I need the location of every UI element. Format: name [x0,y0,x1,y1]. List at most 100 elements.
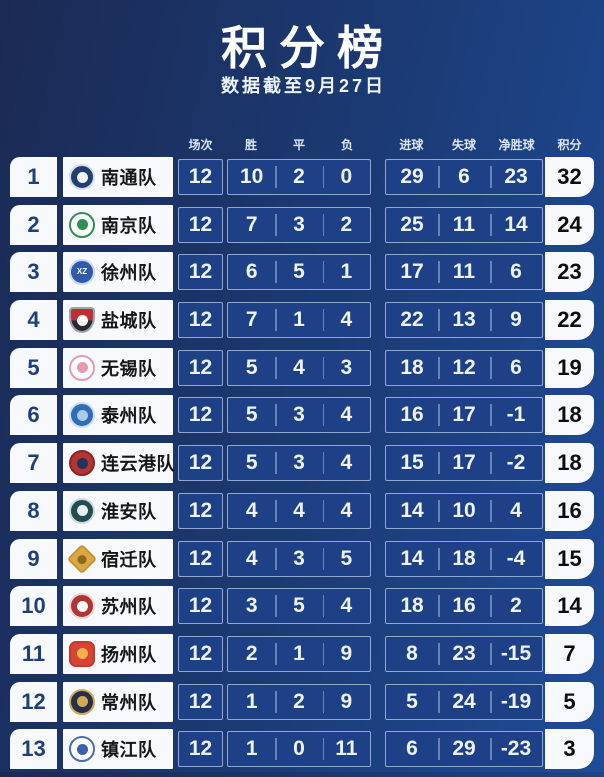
losses-value: 3 [340,355,353,379]
win-draw-loss-group: 5 3 4 [227,397,371,434]
col-header-points: 积分 [557,138,582,152]
rank-badge: 13 [10,729,57,770]
draws-cell: 3 [275,446,322,480]
team-name: 南通队 [101,168,157,188]
column-headers: 场次 胜 平 负 进球 失球 净胜球 积分 [0,136,604,153]
goals-against-value: 17 [452,403,476,427]
goal-diff-cell: 4 [490,494,542,528]
rank-badge: 10 [10,586,57,627]
goal-diff-cell: 14 [490,208,542,242]
wins-cell: 2 [228,637,275,671]
win-draw-loss-group: 10 2 0 [227,159,371,195]
team-cell: 苏州队 [63,586,173,627]
team-name: 常州队 [101,692,157,713]
goals-group: 14 10 4 [385,492,543,529]
losses-value: 4 [340,594,353,618]
wins-cell: 4 [228,494,275,528]
wins-value: 7 [245,308,258,332]
goals-for-value: 6 [406,737,418,761]
draws-cell: 0 [275,732,322,766]
rank-badge: 5 [10,347,57,388]
draws-cell: 5 [275,589,322,623]
matches-played-cell: 12 [178,349,223,386]
losses-cell: 3 [322,351,370,385]
win-draw-loss-group: 5 3 4 [227,445,371,482]
goals-group: 15 17 -2 [385,445,543,482]
draws-value: 3 [293,451,305,475]
team-cell: 泰州队 [63,395,173,436]
points-badge: 14 [545,586,594,627]
rank-badge: 7 [10,443,57,484]
goals-group: 29 6 23 [385,159,543,195]
draws-cell: 3 [275,208,322,242]
table-row: 8 淮安队 12 4 4 4 14 10 4 16 [10,490,594,531]
rank-badge: 11 [10,633,57,674]
matches-played-cell: 12 [178,445,223,482]
team-cell: 南通队 [63,157,173,197]
goals-against-cell: 11 [438,255,490,289]
goals-for-cell: 25 [386,208,438,242]
losses-value: 5 [340,546,353,570]
losses-value: 0 [340,165,353,188]
losses-value: 4 [340,451,353,475]
draws-cell: 1 [275,303,322,337]
goals-group: 6 29 -23 [385,731,543,768]
goal-diff-value: 23 [504,165,528,188]
team-cell: 镇江队 [63,729,173,770]
goals-against-cell: 6 [438,160,490,194]
matches-played-cell: 12 [178,588,223,625]
goals-group: 8 23 -15 [385,635,543,672]
matches-played-value: 12 [188,308,213,332]
goals-for-value: 16 [400,403,424,427]
goals-against-value: 23 [452,641,476,665]
col-header-goals-for: 进球 [399,138,424,152]
losses-cell: 2 [322,208,370,242]
goals-against-value: 11 [452,260,476,284]
losses-value: 9 [340,689,353,713]
goals-group: 25 11 14 [385,206,543,243]
team-logo-mark [76,219,88,231]
goals-for-value: 5 [406,689,418,713]
points-badge: 32 [545,157,594,197]
team-logo-mark [76,362,88,374]
rank-badge: 9 [10,538,57,579]
goals-group: 18 16 2 [385,588,543,625]
team-logo-mark [76,505,88,517]
losses-cell: 9 [322,637,370,671]
wins-cell: 7 [228,208,275,242]
losses-cell: 4 [322,589,370,623]
team-name: 盐城队 [101,311,157,332]
goals-for-cell: 6 [386,732,438,766]
losses-value: 9 [340,641,353,665]
goal-diff-value: 6 [510,355,522,379]
matches-played-cell: 12 [178,540,223,577]
win-draw-loss-group: 4 3 5 [227,540,371,577]
matches-played-cell: 12 [178,683,223,720]
draws-value: 3 [293,212,305,236]
draws-value: 3 [293,403,305,427]
goals-for-cell: 17 [386,255,438,289]
team-cell: 淮安队 [63,490,173,531]
losses-cell: 4 [322,303,370,337]
col-header-wins: 胜 [244,138,257,152]
wins-value: 5 [245,403,258,427]
goals-against-cell: 16 [438,589,490,623]
goals-group: 16 17 -1 [385,397,543,434]
goals-for-cell: 22 [386,303,438,337]
team-cell: 扬州队 [63,633,173,674]
goal-diff-value: -1 [506,403,526,427]
goals-against-cell: 13 [438,303,490,337]
team-logo-mark [76,314,88,326]
goal-diff-cell: 23 [490,160,542,194]
draws-value: 3 [293,546,305,570]
matches-played-cell: 12 [178,159,223,195]
draws-cell: 4 [275,351,322,385]
losses-value: 4 [340,498,353,522]
goals-against-value: 17 [452,451,476,475]
matches-played-cell: 12 [178,635,223,672]
losses-cell: 4 [322,494,370,528]
draws-value: 1 [293,308,305,332]
table-row: 11 扬州队 12 2 1 9 8 23 -15 7 [10,633,594,674]
points-badge: 3 [545,729,594,770]
goals-against-value: 29 [452,737,476,761]
